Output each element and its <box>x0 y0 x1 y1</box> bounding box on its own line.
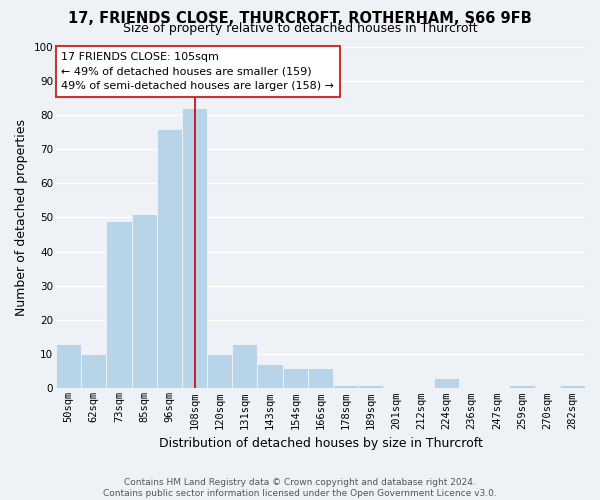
Bar <box>308 368 333 388</box>
Y-axis label: Number of detached properties: Number of detached properties <box>15 119 28 316</box>
Bar <box>257 364 283 388</box>
Bar <box>157 128 182 388</box>
Bar <box>207 354 232 388</box>
Bar <box>283 368 308 388</box>
Text: Contains HM Land Registry data © Crown copyright and database right 2024.
Contai: Contains HM Land Registry data © Crown c… <box>103 478 497 498</box>
Bar <box>131 214 157 388</box>
Bar <box>509 385 535 388</box>
Bar <box>106 221 131 388</box>
X-axis label: Distribution of detached houses by size in Thurcroft: Distribution of detached houses by size … <box>158 437 482 450</box>
Bar <box>333 385 358 388</box>
Bar <box>232 344 257 389</box>
Bar <box>358 385 383 388</box>
Text: 17 FRIENDS CLOSE: 105sqm
← 49% of detached houses are smaller (159)
49% of semi-: 17 FRIENDS CLOSE: 105sqm ← 49% of detach… <box>61 52 334 91</box>
Text: Size of property relative to detached houses in Thurcroft: Size of property relative to detached ho… <box>122 22 478 35</box>
Bar <box>81 354 106 388</box>
Bar <box>560 385 585 388</box>
Bar <box>434 378 459 388</box>
Bar <box>182 108 207 388</box>
Text: 17, FRIENDS CLOSE, THURCROFT, ROTHERHAM, S66 9FB: 17, FRIENDS CLOSE, THURCROFT, ROTHERHAM,… <box>68 11 532 26</box>
Bar <box>56 344 81 389</box>
